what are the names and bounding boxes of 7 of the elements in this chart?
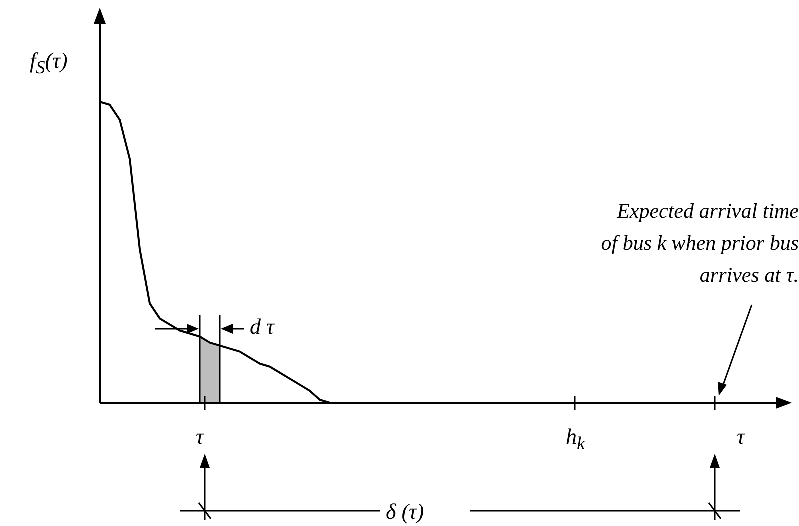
x-axis-title: τ xyxy=(737,424,745,450)
text: τ xyxy=(196,424,204,450)
text: h$_{k}$ xyxy=(566,424,586,456)
annotation: Expected arrival time of bus k when prior bus arrives at τ. xyxy=(600,198,799,289)
annotation: d τ xyxy=(250,314,274,340)
y-axis-title: f$_{S}$(τ) xyxy=(30,48,68,80)
text: δ (τ) xyxy=(386,499,424,525)
